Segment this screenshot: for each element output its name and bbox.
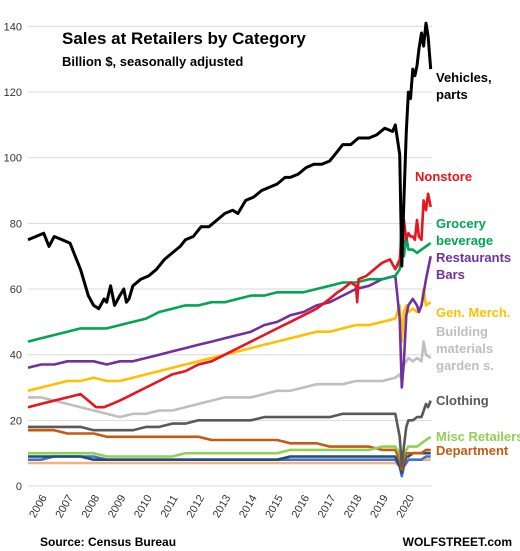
series-line-clothing	[28, 400, 432, 468]
x-tick-2013: 2013	[211, 493, 234, 520]
series-line-grocery-beverage	[27, 212, 432, 343]
y-tick-20: 20	[10, 415, 22, 427]
label-building-materials-garden-s-line-1: Building	[436, 324, 488, 339]
grid-lines	[28, 25, 432, 487]
label-grocery-beverage-line-1: Grocery	[436, 216, 487, 231]
series-lines	[27, 21, 433, 478]
x-tick-2012: 2012	[185, 493, 208, 520]
y-tick-100: 100	[4, 153, 22, 165]
x-tick-2009: 2009	[106, 493, 129, 520]
x-tick-2018: 2018	[342, 493, 365, 520]
brand-mark: WOLFSTREET.com	[403, 535, 512, 549]
chart-subtitle: Billion $, seasonally adjusted	[62, 54, 243, 69]
series-line-sporting-goods	[28, 458, 431, 471]
source-note: Source: Census Bureau	[40, 535, 176, 549]
x-tick-2020: 2020	[394, 493, 417, 520]
label-building-materials-garden-s-line-3: garden s.	[436, 358, 494, 373]
y-tick-120: 120	[4, 87, 22, 99]
y-tick-80: 80	[10, 218, 22, 230]
y-tick-40: 40	[10, 350, 22, 362]
series-line-nonstore	[27, 192, 432, 409]
series-line-department	[28, 428, 431, 471]
series-line-building-materials-garden-s	[28, 340, 432, 419]
label-department: Department	[436, 443, 509, 458]
series-line-restaurants-bars	[27, 255, 432, 389]
x-tick-2007: 2007	[53, 493, 76, 520]
x-axis: 2006 2007 2008 2009 2010 2011 2012 2013 2014 2015…	[27, 493, 417, 520]
y-tick-140: 140	[4, 21, 22, 33]
x-tick-2008: 2008	[80, 493, 103, 520]
x-tick-2011: 2011	[159, 493, 181, 519]
label-restaurants-bars-line-1: Restaurants	[436, 250, 511, 265]
x-tick-2010: 2010	[132, 493, 155, 520]
x-tick-2019: 2019	[368, 493, 391, 520]
y-tick-60: 60	[10, 284, 22, 296]
x-tick-2014: 2014	[237, 493, 260, 520]
chart-title: Sales at Retailers by Category	[62, 29, 306, 48]
label-restaurants-bars-line-2: Bars	[436, 267, 465, 282]
label-vehicles-parts-line-2: parts	[436, 87, 468, 102]
label-vehicles-parts-line-1: Vehicles,	[436, 70, 492, 85]
x-tick-2016: 2016	[290, 493, 313, 520]
series-line-vehicles-parts	[27, 21, 433, 311]
label-grocery-beverage-line-2: beverage	[436, 233, 493, 248]
label-gen-merch: Gen. Merch.	[436, 305, 510, 320]
y-axis: 0 20 40 60 80 100 120 140	[4, 21, 22, 493]
label-misc-retailers: Misc Retailers	[436, 429, 520, 444]
series-labels: Vehicles, parts Nonstore Grocery beverage Res…	[415, 70, 520, 458]
series-line-gen-merch	[27, 287, 432, 393]
y-tick-0: 0	[16, 481, 22, 493]
label-building-materials-garden-s-line-2: materials	[436, 341, 493, 356]
x-tick-2006: 2006	[27, 493, 50, 520]
series-line-misc-retailers	[28, 435, 432, 465]
label-clothing: Clothing	[436, 393, 489, 408]
label-nonstore: Nonstore	[415, 169, 472, 184]
x-tick-2015: 2015	[263, 493, 286, 520]
x-tick-2017: 2017	[316, 493, 339, 520]
